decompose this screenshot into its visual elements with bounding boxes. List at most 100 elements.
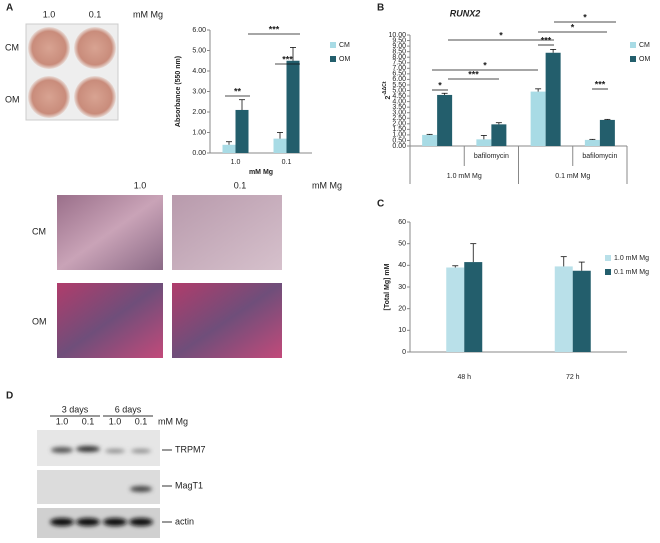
error-bar: [239, 99, 245, 110]
y-tick-label: 60: [398, 219, 406, 226]
legend-label: CM: [639, 42, 650, 49]
y-tick-label: 4.50: [392, 93, 406, 100]
column-label: 0.1: [234, 180, 247, 190]
bar: [491, 124, 507, 146]
bar: [286, 60, 300, 153]
x-tick-label: 1.0: [231, 159, 241, 166]
legend-label: CM: [339, 42, 350, 49]
unit-label: mM Mg: [158, 416, 188, 426]
bar: [235, 109, 249, 153]
y-tick-label: 0.00: [392, 143, 406, 150]
bar: [437, 94, 453, 146]
bar: [273, 138, 287, 153]
lane-label: 1.0: [109, 416, 122, 426]
column-label: 0.1: [89, 9, 102, 19]
error-bar: [426, 133, 433, 135]
legend-label: OM: [639, 56, 650, 63]
y-tick-label: 4.00: [392, 98, 406, 105]
band: [103, 518, 127, 526]
legend-swatch: [630, 42, 636, 48]
band: [76, 518, 100, 526]
error-bar: [480, 135, 487, 140]
bar: [572, 270, 591, 352]
y-tick-label: 0: [402, 349, 406, 356]
y-tick-label: 2.00: [392, 121, 406, 128]
y-axis-label: Absorbance (550 nm): [175, 56, 182, 127]
y-tick-label: 8.50: [392, 48, 406, 55]
y-tick-label: 0.00: [192, 150, 206, 157]
band: [130, 486, 152, 492]
band: [129, 518, 153, 526]
y-tick-label: 5.50: [392, 82, 406, 89]
blot-group: 3 days: [62, 404, 89, 414]
y-axis-label-sup: -ΔΔCt: [382, 81, 388, 95]
legend-label: OM: [339, 56, 350, 63]
x-tick-label: 48 h: [457, 374, 471, 381]
bar: [476, 139, 492, 146]
y-tick-label: 6.00: [392, 76, 406, 83]
unit-label: mM Mg: [133, 9, 163, 19]
error-bar: [578, 261, 585, 271]
bar: [530, 91, 546, 146]
error-bar: [290, 47, 296, 61]
band: [50, 518, 74, 526]
y-tick-label: 3.00: [192, 88, 206, 95]
error-bar: [495, 122, 502, 125]
error-bar: [452, 265, 459, 268]
group-label: 1.0 mM Mg: [447, 173, 482, 180]
y-tick-label: 1.00: [392, 132, 406, 139]
error-bar: [604, 118, 611, 120]
bar: [464, 262, 483, 352]
bands: [50, 446, 153, 526]
well: [28, 76, 70, 118]
micrograph: [57, 195, 163, 270]
legend-label: 0.1 mM Mg: [614, 269, 649, 276]
significance-label: *: [571, 22, 575, 32]
significance-label: *: [438, 80, 442, 90]
error-bar: [550, 49, 557, 53]
row-label: OM: [5, 94, 20, 104]
y-tick-label: 30: [398, 284, 406, 291]
lane-label: 0.1: [82, 416, 95, 426]
significance-label: ***: [541, 35, 552, 45]
error-bar: [589, 138, 596, 140]
y-tick-label: 50: [398, 241, 406, 248]
y-axis-label: [Total Mg] mM: [384, 263, 391, 310]
y-tick-label: 4.00: [192, 68, 206, 75]
y-tick-label: 6.50: [392, 71, 406, 78]
y-tick-label: 3.00: [392, 110, 406, 117]
panel-label: B: [377, 3, 384, 14]
bar: [446, 267, 465, 352]
x-tick-label: 72 h: [566, 374, 580, 381]
y-tick-label: 9.50: [392, 37, 406, 44]
blot-group: 6 days: [115, 404, 142, 414]
panel-label: C: [377, 199, 384, 210]
significance-label: *: [583, 12, 587, 22]
band: [105, 449, 125, 453]
significance-label: ***: [595, 79, 606, 89]
panel-label: D: [6, 391, 13, 402]
lane-label: 0.1: [135, 416, 148, 426]
legend-swatch: [605, 269, 611, 275]
y-tick-label: 7.00: [392, 65, 406, 72]
bar: [554, 266, 573, 352]
band-label: TRPM7: [175, 444, 206, 454]
column-label: 1.0: [43, 9, 56, 19]
y-tick-label: 8.00: [392, 54, 406, 61]
error-bar: [441, 92, 448, 95]
y-tick-label: 6.00: [192, 27, 206, 34]
y-tick-label: 5.00: [192, 47, 206, 54]
row-label: CM: [5, 42, 19, 52]
band: [51, 447, 73, 453]
well: [28, 27, 70, 69]
band-label: MagT1: [175, 480, 203, 490]
x-axis-label: mM Mg: [249, 169, 273, 176]
micrograph: [57, 283, 163, 358]
y-axis-label-text: [Total Mg] mM: [384, 263, 391, 310]
y-tick-label: 7.50: [392, 60, 406, 67]
significance-label: *: [483, 60, 487, 70]
x-tick-label: 0.1: [282, 159, 292, 166]
significance-label: ***: [269, 24, 280, 34]
